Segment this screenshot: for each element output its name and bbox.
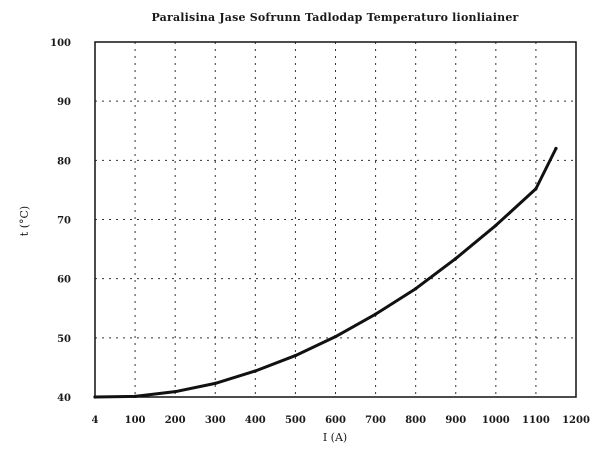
data-point: [534, 187, 538, 191]
data-point: [333, 335, 338, 339]
y-tick-label: 60: [57, 275, 71, 286]
y-tick-label: 40: [57, 393, 71, 404]
data-point: [414, 287, 418, 291]
x-axis-label: I (A): [323, 431, 347, 444]
series-layer: [93, 146, 558, 399]
data-point: [133, 394, 137, 399]
grid-layer: [95, 42, 576, 397]
x-tick-label: 800: [405, 415, 426, 426]
data-point: [454, 256, 458, 261]
x-tick-label: 300: [205, 415, 226, 426]
x-tick-label: 700: [365, 415, 386, 426]
x-tick-label: 900: [445, 415, 466, 426]
data-point: [293, 353, 298, 358]
x-tick-label: 500: [285, 415, 306, 426]
data-point: [173, 390, 177, 394]
y-tick-label: 70: [57, 216, 71, 227]
series-line: [93, 147, 558, 399]
x-tick-label: 400: [245, 415, 266, 426]
y-tick-label: 50: [57, 334, 71, 345]
x-tick-label: 100: [125, 415, 146, 426]
data-point: [554, 146, 558, 151]
y-axis-label: t (°C): [18, 206, 31, 236]
x-tick-label: 4: [92, 415, 99, 426]
data-point: [213, 381, 217, 385]
x-tick-label: 1100: [522, 415, 550, 426]
data-point: [373, 312, 378, 316]
chart-title: Paralisina Jase Sofrunn Tadlodap Tempera…: [151, 11, 518, 24]
tick-layer: 4 100 200 300 400 500 600 700 800 900 1000 1100 1200…: [50, 38, 590, 426]
data-point: [494, 223, 498, 228]
y-tick-label: 100: [50, 38, 71, 49]
x-tick-label: 600: [325, 415, 346, 426]
y-tick-label: 80: [57, 156, 71, 167]
data-point: [253, 369, 257, 373]
x-tick-label: 200: [165, 415, 186, 426]
data-point: [93, 395, 97, 399]
y-tick-label: 90: [57, 97, 71, 108]
x-tick-label: 1000: [482, 415, 510, 426]
x-tick-label: 1200: [562, 415, 590, 426]
plot-area-frame: [94, 41, 577, 398]
